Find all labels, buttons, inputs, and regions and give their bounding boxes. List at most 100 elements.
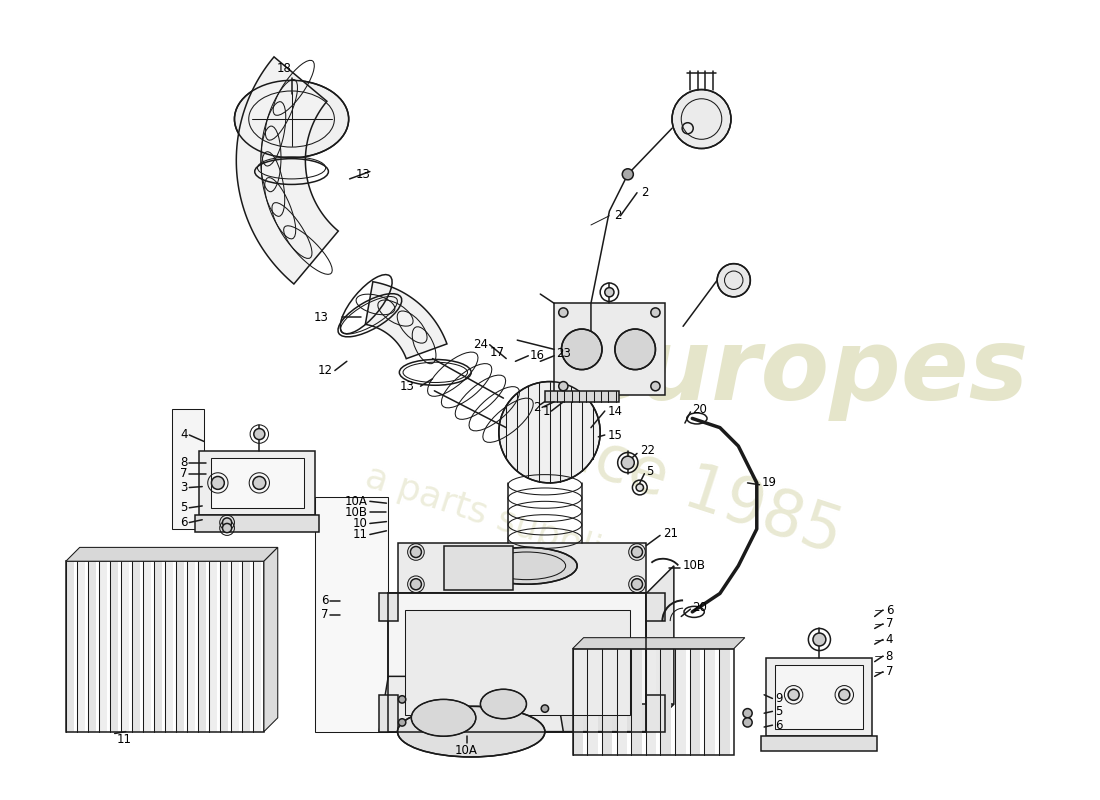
Ellipse shape <box>481 690 527 718</box>
Circle shape <box>631 546 642 558</box>
Bar <box>544 390 618 402</box>
Bar <box>704 649 715 754</box>
Text: 9: 9 <box>776 692 783 705</box>
Circle shape <box>541 705 549 712</box>
Polygon shape <box>646 566 674 732</box>
Text: 10B: 10B <box>345 506 368 519</box>
Bar <box>776 666 862 729</box>
Text: 8: 8 <box>886 650 893 662</box>
Text: 4: 4 <box>886 633 893 646</box>
Circle shape <box>253 477 266 490</box>
Circle shape <box>717 264 750 297</box>
Bar <box>602 649 613 754</box>
Text: 6: 6 <box>180 516 187 529</box>
Bar <box>719 649 729 754</box>
Polygon shape <box>397 542 646 594</box>
Text: 7: 7 <box>321 608 329 621</box>
Text: 17: 17 <box>490 346 505 358</box>
Circle shape <box>672 90 732 149</box>
Polygon shape <box>572 638 745 649</box>
Bar <box>66 562 74 732</box>
Text: 8: 8 <box>180 456 187 469</box>
Polygon shape <box>365 282 447 358</box>
Circle shape <box>615 329 656 370</box>
Text: 24: 24 <box>473 338 487 351</box>
Bar <box>143 562 151 732</box>
Bar <box>88 562 96 732</box>
Text: 20: 20 <box>692 402 707 416</box>
Text: 5: 5 <box>776 705 782 718</box>
Bar <box>388 594 646 732</box>
Bar <box>616 649 627 754</box>
Bar <box>554 303 664 395</box>
Bar <box>253 562 261 732</box>
Bar <box>154 562 162 732</box>
Circle shape <box>559 308 568 317</box>
Circle shape <box>651 382 660 390</box>
Polygon shape <box>195 515 319 532</box>
Text: a parts supplier: a parts supplier <box>361 460 640 579</box>
Circle shape <box>561 329 602 370</box>
Text: 5: 5 <box>180 502 187 514</box>
Ellipse shape <box>476 547 578 584</box>
Circle shape <box>211 477 224 490</box>
Ellipse shape <box>411 699 476 736</box>
Polygon shape <box>379 594 397 621</box>
Text: 7: 7 <box>180 467 187 480</box>
Bar <box>587 649 597 754</box>
Polygon shape <box>761 736 877 751</box>
Bar <box>77 562 85 732</box>
Bar <box>99 562 107 732</box>
Bar <box>572 649 734 754</box>
Text: 13: 13 <box>314 310 329 323</box>
Circle shape <box>623 169 634 180</box>
Bar <box>198 562 206 732</box>
Bar <box>660 649 671 754</box>
Circle shape <box>839 690 850 700</box>
Text: since 1985: since 1985 <box>498 399 849 566</box>
Text: 11: 11 <box>117 733 132 746</box>
Polygon shape <box>264 547 277 732</box>
Ellipse shape <box>397 706 544 757</box>
Bar <box>572 649 583 754</box>
Circle shape <box>398 718 406 726</box>
Circle shape <box>222 518 232 527</box>
Bar <box>242 562 250 732</box>
Polygon shape <box>405 610 629 715</box>
Text: 11: 11 <box>353 528 369 541</box>
Text: 18: 18 <box>277 62 292 75</box>
Text: 7: 7 <box>886 666 893 678</box>
Bar <box>209 562 217 732</box>
Text: 10A: 10A <box>345 495 368 508</box>
Polygon shape <box>315 497 388 732</box>
Text: 14: 14 <box>607 405 623 418</box>
Bar <box>199 450 315 515</box>
Circle shape <box>631 578 642 590</box>
Bar <box>220 562 228 732</box>
Text: 10: 10 <box>353 517 369 530</box>
Text: 10A: 10A <box>455 743 478 757</box>
Circle shape <box>254 429 265 440</box>
Circle shape <box>398 696 406 703</box>
Text: 12: 12 <box>318 364 333 377</box>
Text: 23: 23 <box>556 347 571 361</box>
Circle shape <box>605 288 614 297</box>
Ellipse shape <box>234 80 349 158</box>
Bar <box>165 562 173 732</box>
Polygon shape <box>66 547 277 562</box>
Text: 6: 6 <box>776 718 783 732</box>
Text: 22: 22 <box>640 444 654 457</box>
Text: 13: 13 <box>399 380 414 393</box>
Polygon shape <box>388 594 646 732</box>
Text: 5: 5 <box>646 466 653 478</box>
Polygon shape <box>646 694 664 732</box>
Bar <box>646 649 657 754</box>
Polygon shape <box>388 704 674 732</box>
Text: 4: 4 <box>180 427 187 441</box>
Bar <box>443 546 513 590</box>
Bar <box>176 562 184 732</box>
Circle shape <box>559 382 568 390</box>
Text: 21: 21 <box>663 527 678 540</box>
Polygon shape <box>236 57 339 284</box>
Circle shape <box>742 718 752 727</box>
